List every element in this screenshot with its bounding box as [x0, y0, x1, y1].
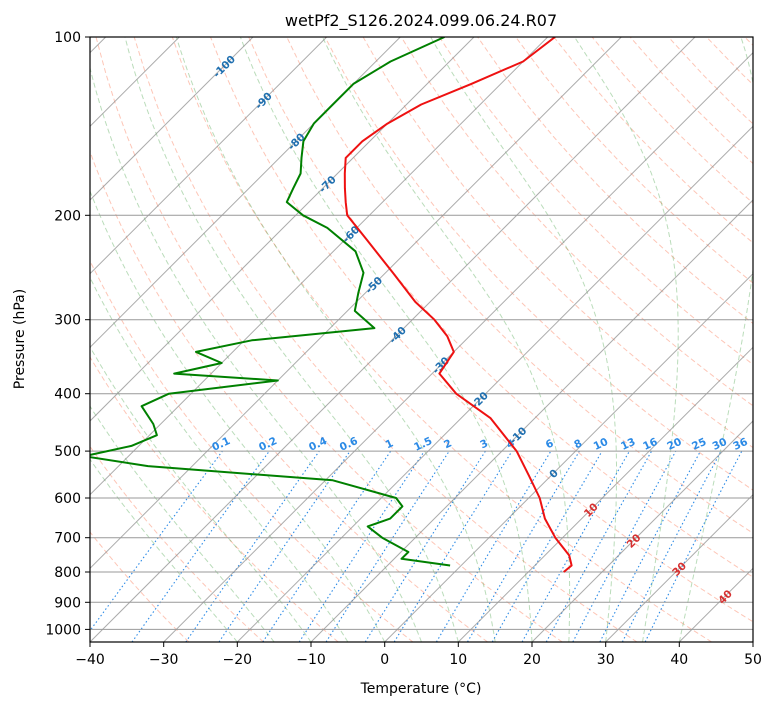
mixing-ratio-label: 36 — [731, 436, 749, 453]
isotherm-line — [90, 37, 549, 496]
dry-adiabat — [90, 150, 488, 642]
isotherm-line — [236, 125, 753, 642]
moist-adiabat — [90, 458, 238, 642]
y-tick-label: 200 — [54, 208, 81, 224]
y-tick-label: 100 — [54, 30, 81, 46]
mixing-ratio-line — [572, 450, 677, 642]
x-tick-label: 20 — [523, 652, 541, 668]
x-tick-label: 0 — [380, 652, 389, 668]
mixing-ratio-label: 8 — [572, 437, 584, 451]
plot-frame — [89, 36, 754, 643]
x-tick-label: −40 — [75, 652, 105, 668]
dry-adiabat — [324, 37, 753, 491]
mixing-ratio-label: 6 — [544, 437, 556, 451]
mixing-ratio-line — [131, 450, 270, 642]
moist-adiabat — [678, 37, 753, 642]
isotherm-line — [90, 37, 622, 570]
y-tick-label: 700 — [54, 531, 81, 547]
mixing-ratio-label: 25 — [690, 436, 708, 453]
mixing-ratio-label: 1 — [384, 437, 396, 451]
mixing-ratio-label: 30 — [711, 436, 729, 453]
mixing-ratio-line — [545, 450, 653, 642]
x-tick-label: 30 — [597, 652, 615, 668]
y-axis-title: Pressure (hPa) — [12, 289, 28, 389]
mixing-ratio-label: 2 — [442, 437, 454, 451]
mixing-ratio-label: 20 — [665, 436, 683, 453]
isotherm-line — [531, 420, 753, 642]
dewpoint-line — [90, 37, 451, 567]
x-tick-label: −20 — [223, 652, 253, 668]
x-axis-title: Temperature (°C) — [360, 681, 482, 697]
dry-adiabat — [133, 37, 638, 642]
moist-adiabat — [430, 37, 617, 642]
isotherm-line — [310, 199, 753, 642]
y-tick-label: 600 — [54, 491, 81, 507]
y-tick-label: 500 — [54, 444, 81, 460]
isotherm-line — [90, 37, 401, 349]
y-tick-label: 1000 — [45, 622, 81, 638]
dry-adiabat — [90, 531, 190, 642]
dry-adiabat — [400, 37, 753, 407]
dry-adiabat — [90, 356, 339, 642]
moist-adiabat — [90, 65, 422, 642]
dry-adiabat — [515, 37, 753, 284]
moist-adiabat — [90, 276, 349, 642]
y-tick-label: 800 — [54, 565, 81, 581]
isotherm-line — [90, 37, 475, 422]
mixing-ratio-line — [262, 450, 392, 642]
mixing-ratio-label: 3 — [478, 437, 490, 451]
mixing-ratio-line — [325, 450, 450, 642]
moist-adiabat — [574, 37, 679, 642]
temperature-line — [343, 37, 573, 573]
chart-title: wetPf2_S126.2024.099.06.24.R07 — [285, 11, 557, 31]
moist-adiabat — [322, 37, 571, 642]
mixing-ratio-label: 13 — [619, 436, 637, 453]
y-tick-label: 900 — [54, 595, 81, 611]
y-tick-label: 400 — [54, 387, 81, 403]
x-tick-label: −30 — [149, 652, 179, 668]
x-tick-label: 50 — [744, 652, 762, 668]
mixing-ratio-line — [185, 450, 320, 642]
mixing-ratio-line — [521, 450, 630, 642]
isotherm-line — [605, 493, 753, 642]
moist-adiabat — [90, 405, 275, 642]
moist-adiabat — [90, 189, 386, 642]
mixing-ratio-label: 16 — [641, 436, 659, 453]
x-tick-label: 40 — [670, 652, 688, 668]
x-axis-ticks: −40 −30 −20 −10 0 10 20 30 40 50 — [75, 642, 762, 668]
dry-adiabat — [438, 37, 753, 366]
sounding-series — [90, 37, 573, 573]
dry-adiabat — [90, 445, 264, 642]
mixing-ratio-line — [298, 450, 425, 642]
dry-adiabat — [210, 37, 753, 623]
isotherm-line — [384, 272, 753, 642]
mixing-ratio-label: 10 — [592, 436, 610, 453]
isotherm-line — [163, 51, 753, 642]
moist-adiabat — [175, 37, 496, 642]
moist-adiabat — [124, 37, 459, 642]
isotherm-line — [90, 37, 696, 642]
mixing-ratio-line — [644, 450, 743, 642]
mixing-ratio-line — [393, 450, 513, 642]
mixing-ratio-line — [218, 450, 351, 642]
x-tick-label: 10 — [449, 652, 467, 668]
y-tick-label: 300 — [54, 313, 81, 329]
y-axis-ticks: 100 200 300 400 500 600 700 800 900 1000 — [45, 30, 90, 638]
dry-adiabat — [95, 37, 563, 642]
x-tick-label: −10 — [296, 652, 326, 668]
isotherm-line — [90, 37, 328, 275]
mixing-ratio-line — [90, 450, 223, 632]
moist-adiabat — [239, 37, 533, 642]
isotherm-line — [90, 37, 254, 201]
dry-adiabat — [171, 37, 712, 642]
